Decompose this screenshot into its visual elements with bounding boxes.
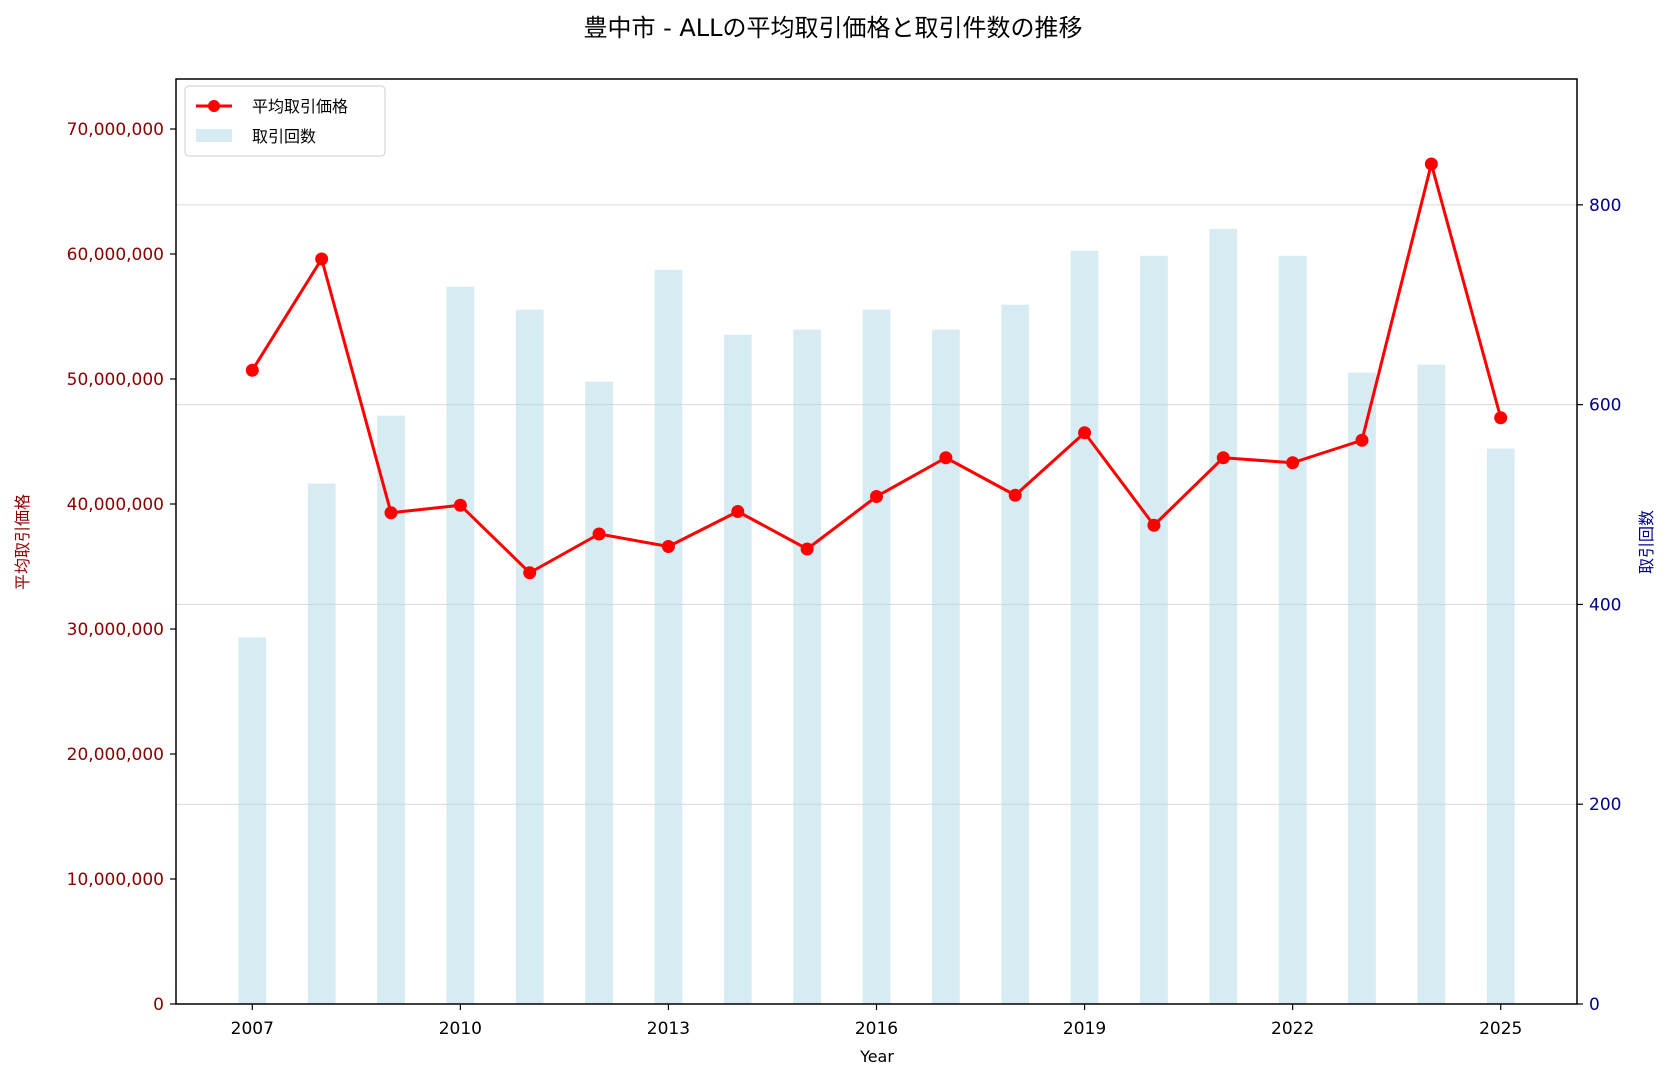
legend-marker-swatch bbox=[208, 100, 220, 112]
line-segment bbox=[945, 456, 1016, 497]
bar-2011 bbox=[515, 309, 544, 1004]
line-segment bbox=[251, 258, 323, 372]
bar-2020 bbox=[1140, 255, 1168, 1005]
line-segment bbox=[1429, 163, 1503, 419]
point-2024 bbox=[1424, 157, 1438, 171]
point-2019 bbox=[1078, 426, 1092, 440]
point-2021 bbox=[1216, 451, 1230, 465]
x-tick-label: 2007 bbox=[231, 1019, 274, 1039]
legend-line-label: 平均取引価格 bbox=[252, 97, 348, 116]
x-tick-label: 2016 bbox=[855, 1019, 898, 1039]
line-segment bbox=[528, 532, 600, 575]
right-axis: 0 200 400 600 800 bbox=[1577, 196, 1621, 1015]
line-segment bbox=[806, 495, 878, 551]
right-tick-label: 800 bbox=[1589, 196, 1621, 216]
left-axis-label: 平均取引価格 bbox=[13, 494, 32, 590]
bar-2014 bbox=[723, 334, 752, 1005]
line-series bbox=[245, 157, 1508, 580]
legend: 平均取引価格 取引回数 bbox=[184, 85, 386, 157]
line-segment bbox=[1152, 456, 1225, 527]
point-2012 bbox=[592, 527, 606, 541]
bar-2018 bbox=[1001, 304, 1030, 1004]
point-2025 bbox=[1494, 411, 1508, 425]
point-2014 bbox=[731, 505, 745, 518]
point-2010 bbox=[453, 498, 467, 512]
bar-2009 bbox=[377, 415, 405, 1004]
right-axis-label: 取引回数 bbox=[1637, 510, 1656, 574]
point-2022 bbox=[1286, 456, 1300, 470]
bar-2017 bbox=[931, 329, 960, 1004]
x-axis-label: Year bbox=[859, 1047, 894, 1066]
point-2023 bbox=[1355, 433, 1369, 447]
x-tick-label: 2022 bbox=[1271, 1019, 1314, 1039]
line-segment bbox=[1223, 456, 1293, 465]
bar-2016 bbox=[862, 309, 891, 1004]
point-2008 bbox=[315, 252, 329, 266]
chart-title: 豊中市 - ALLの平均取引価格と取引件数の推移 bbox=[583, 14, 1082, 42]
bar-series bbox=[238, 228, 1515, 1005]
line-segment bbox=[1292, 438, 1363, 465]
right-tick-label: 0 bbox=[1589, 995, 1600, 1015]
right-tick-label: 400 bbox=[1589, 595, 1621, 615]
bar-2015 bbox=[793, 329, 822, 1004]
line-segment bbox=[320, 258, 393, 514]
left-tick-label: 10,000,000 bbox=[67, 870, 164, 890]
point-2007 bbox=[245, 363, 259, 377]
left-tick-label: 30,000,000 bbox=[67, 620, 164, 640]
legend-bar-swatch bbox=[196, 129, 232, 142]
left-tick-label: 70,000,000 bbox=[67, 120, 164, 140]
bar-2013 bbox=[654, 269, 683, 1005]
bar-2022 bbox=[1278, 255, 1307, 1005]
point-2009 bbox=[384, 506, 398, 520]
point-2013 bbox=[661, 540, 675, 553]
legend-box bbox=[184, 85, 386, 157]
left-tick-label: 50,000,000 bbox=[67, 370, 164, 390]
point-2015 bbox=[800, 542, 814, 556]
left-axis: 0 10,000,000 20,000,000 30,000,000 40,000,00… bbox=[67, 120, 176, 1015]
line-segment bbox=[1083, 431, 1156, 527]
x-tick-label: 2025 bbox=[1479, 1019, 1522, 1039]
bar-2007 bbox=[238, 637, 267, 1004]
point-2011 bbox=[523, 566, 537, 580]
line-segment bbox=[598, 532, 669, 548]
line-segment bbox=[390, 503, 461, 515]
line-segment bbox=[459, 504, 531, 574]
left-tick-label: 0 bbox=[153, 995, 164, 1015]
x-tick-label: 2010 bbox=[439, 1019, 482, 1039]
x-tick-label: 2019 bbox=[1063, 1019, 1106, 1039]
legend-bar-label: 取引回数 bbox=[252, 127, 316, 146]
line-segment bbox=[1014, 431, 1086, 497]
line-segment bbox=[737, 510, 808, 551]
right-tick-label: 200 bbox=[1589, 795, 1621, 815]
left-tick-label: 60,000,000 bbox=[67, 245, 164, 265]
line-segment bbox=[667, 510, 739, 548]
point-2016 bbox=[870, 490, 883, 503]
left-tick-label: 20,000,000 bbox=[67, 745, 164, 765]
bar-2023 bbox=[1348, 372, 1376, 1004]
bar-2012 bbox=[585, 381, 613, 1004]
point-2018 bbox=[1008, 488, 1022, 502]
bar-2024 bbox=[1417, 364, 1446, 1004]
bar-2019 bbox=[1070, 250, 1099, 1004]
right-tick-label: 600 bbox=[1589, 396, 1621, 416]
point-2020 bbox=[1147, 518, 1161, 532]
line-segment bbox=[1360, 163, 1433, 441]
bar-2025 bbox=[1486, 448, 1515, 1004]
x-axis: 2007 2010 2013 2016 2019 2022 2025 bbox=[231, 1004, 1522, 1039]
bar-2008 bbox=[307, 483, 336, 1004]
x-tick-label: 2013 bbox=[647, 1019, 690, 1039]
bar-2021 bbox=[1209, 228, 1238, 1004]
bar-2010 bbox=[446, 286, 475, 1004]
line-segment bbox=[875, 456, 947, 498]
left-tick-label: 40,000,000 bbox=[67, 495, 164, 515]
point-2017 bbox=[939, 451, 953, 465]
